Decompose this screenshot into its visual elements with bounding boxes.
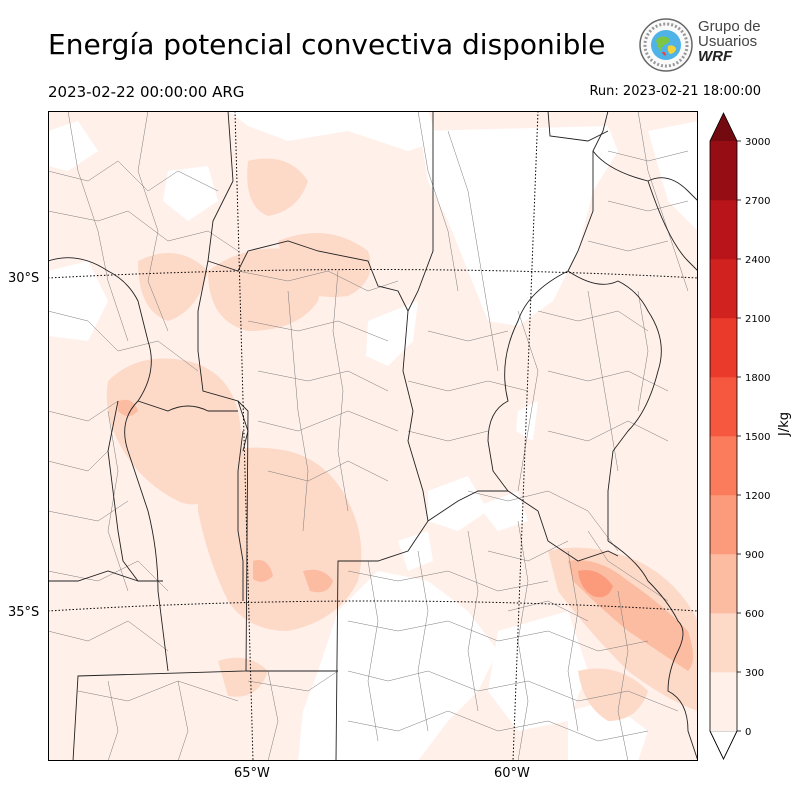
valid-time: 2023-02-22 00:00:00 ARG (48, 83, 245, 101)
colorbar-band (710, 554, 737, 614)
colorbar-tick-label: 600 (745, 609, 764, 620)
colorbar-band (710, 141, 737, 201)
colorbar-bands (709, 112, 738, 760)
colorbar-tick-label: 2400 (745, 255, 770, 266)
chart-title: Energía potencial convectiva disponible (48, 28, 606, 61)
lat-label-35s: 35°S (8, 605, 40, 620)
colorbar-tick-label: 300 (745, 668, 764, 679)
lon-label-60w: 60°W (494, 766, 530, 781)
colorbar-unit-label: J/kg (777, 412, 792, 436)
colorbar-extend-min (709, 730, 738, 760)
logo-line-2: Usuarios (698, 33, 758, 50)
province-boundaries (48, 111, 698, 761)
colorbar-band (710, 318, 737, 378)
colorbar-tick-label: 0 (745, 727, 751, 738)
run-time: Run: 2023-02-21 18:00:00 (589, 84, 761, 99)
colorbar-band (710, 436, 737, 496)
colorbar-band (710, 259, 737, 319)
colorbar-band (710, 377, 737, 437)
colorbar-tick-label: 1500 (745, 432, 770, 443)
colorbar-extend-max (710, 113, 737, 141)
lat-label-30s: 30°S (8, 271, 40, 286)
colorbar-tick-label: 1800 (745, 373, 770, 384)
globe-logo-icon (639, 18, 693, 72)
logo-line-3: WRF (698, 48, 733, 65)
colorbar-band (710, 672, 737, 732)
cape-900-1200-areas (578, 570, 613, 598)
colorbar-ticks: 0 300 600 900 1200 1500 1800 2100 2400 2700 3000 (737, 137, 770, 738)
logo-line-1: Grupo de (698, 18, 761, 35)
graticule (48, 111, 698, 761)
lon-label-65w: 65°W (234, 766, 270, 781)
wrf-users-group-logo: Grupo de Usuarios WRF (638, 18, 762, 72)
logo-text: Grupo de Usuarios WRF (698, 19, 761, 64)
colorbar-tick-label: 2100 (745, 314, 770, 325)
colorbar-band (710, 495, 737, 555)
colorbar-tick-label: 900 (745, 550, 764, 561)
map-frame (48, 111, 698, 761)
colorbar-band (710, 613, 737, 673)
department-boundaries (48, 111, 689, 761)
cape-300-600-areas (106, 158, 698, 721)
zero-cape-areas (48, 111, 698, 761)
colorbar-tick-label: 2700 (745, 196, 770, 207)
colorbar-tick-label: 1200 (745, 491, 770, 502)
cape-map (48, 111, 698, 761)
colorbar-tick-label: 3000 (745, 137, 770, 148)
colorbar: 0 300 600 900 1200 1500 1800 2100 2400 2700 3000 (709, 112, 770, 760)
colorbar-band (710, 200, 737, 260)
